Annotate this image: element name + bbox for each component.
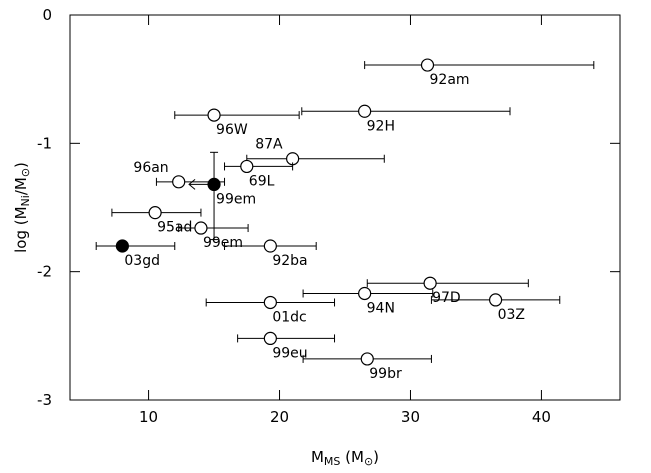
axis-label-part: MS [324,455,340,468]
point [172,175,186,189]
point-label: 01dc [272,309,306,325]
point [207,177,221,191]
point [148,206,162,220]
y-tick-label: -3 [37,391,52,409]
point [358,104,372,118]
point [360,352,374,366]
point [423,276,437,290]
axis-label-part: /M [12,177,30,195]
point [263,239,277,253]
axis-label-part: ) [373,448,379,466]
point-label: 96an [133,160,168,176]
axis-label-part: ) [12,162,30,168]
point-label: 94N [367,300,395,316]
axis-label-part: log (M [12,206,30,252]
axis-label: MMS (M⊙) [311,448,379,468]
point-label: 97D [432,290,461,306]
point-label: 95ad [157,220,192,236]
axis-label-part: ⊙ [19,168,32,177]
point-label: 99em [203,235,243,251]
y-tick-label: -1 [37,134,52,152]
point [240,159,254,174]
point-label: 69L [249,173,275,189]
point [358,286,372,301]
point-label: 03gd [124,253,160,269]
point-label: 96W [216,122,248,138]
plot-frame [69,14,621,401]
point-label: 99em [216,191,256,207]
point-label: 92ba [272,253,307,269]
point-label: 03Z [498,307,525,323]
point [207,108,221,122]
point [263,331,277,345]
point-label: 99eu [272,345,307,361]
axis-label-part: ⊙ [364,455,373,468]
point-label: 92am [430,72,470,88]
axis-label-part: M [311,448,324,466]
limit-arrow [188,179,210,190]
point-label: 99br [369,366,402,382]
point [115,239,129,253]
axis-label-part: Ni [19,195,32,206]
point [488,293,503,307]
point-label: 92H [367,118,395,134]
point-label: 87A [255,137,283,153]
x-tick-label: 20 [270,408,289,426]
y-tick-label: -2 [37,263,52,281]
x-tick-label: 10 [139,408,158,426]
y-tick-label: 0 [42,6,52,24]
point [194,221,208,235]
point [420,58,435,72]
x-tick-label: 40 [532,408,551,426]
axis-label: log (MNi/M⊙) [12,162,32,253]
point [263,295,277,310]
x-tick-label: 30 [401,408,420,426]
axis-label-part: (M [340,448,364,466]
